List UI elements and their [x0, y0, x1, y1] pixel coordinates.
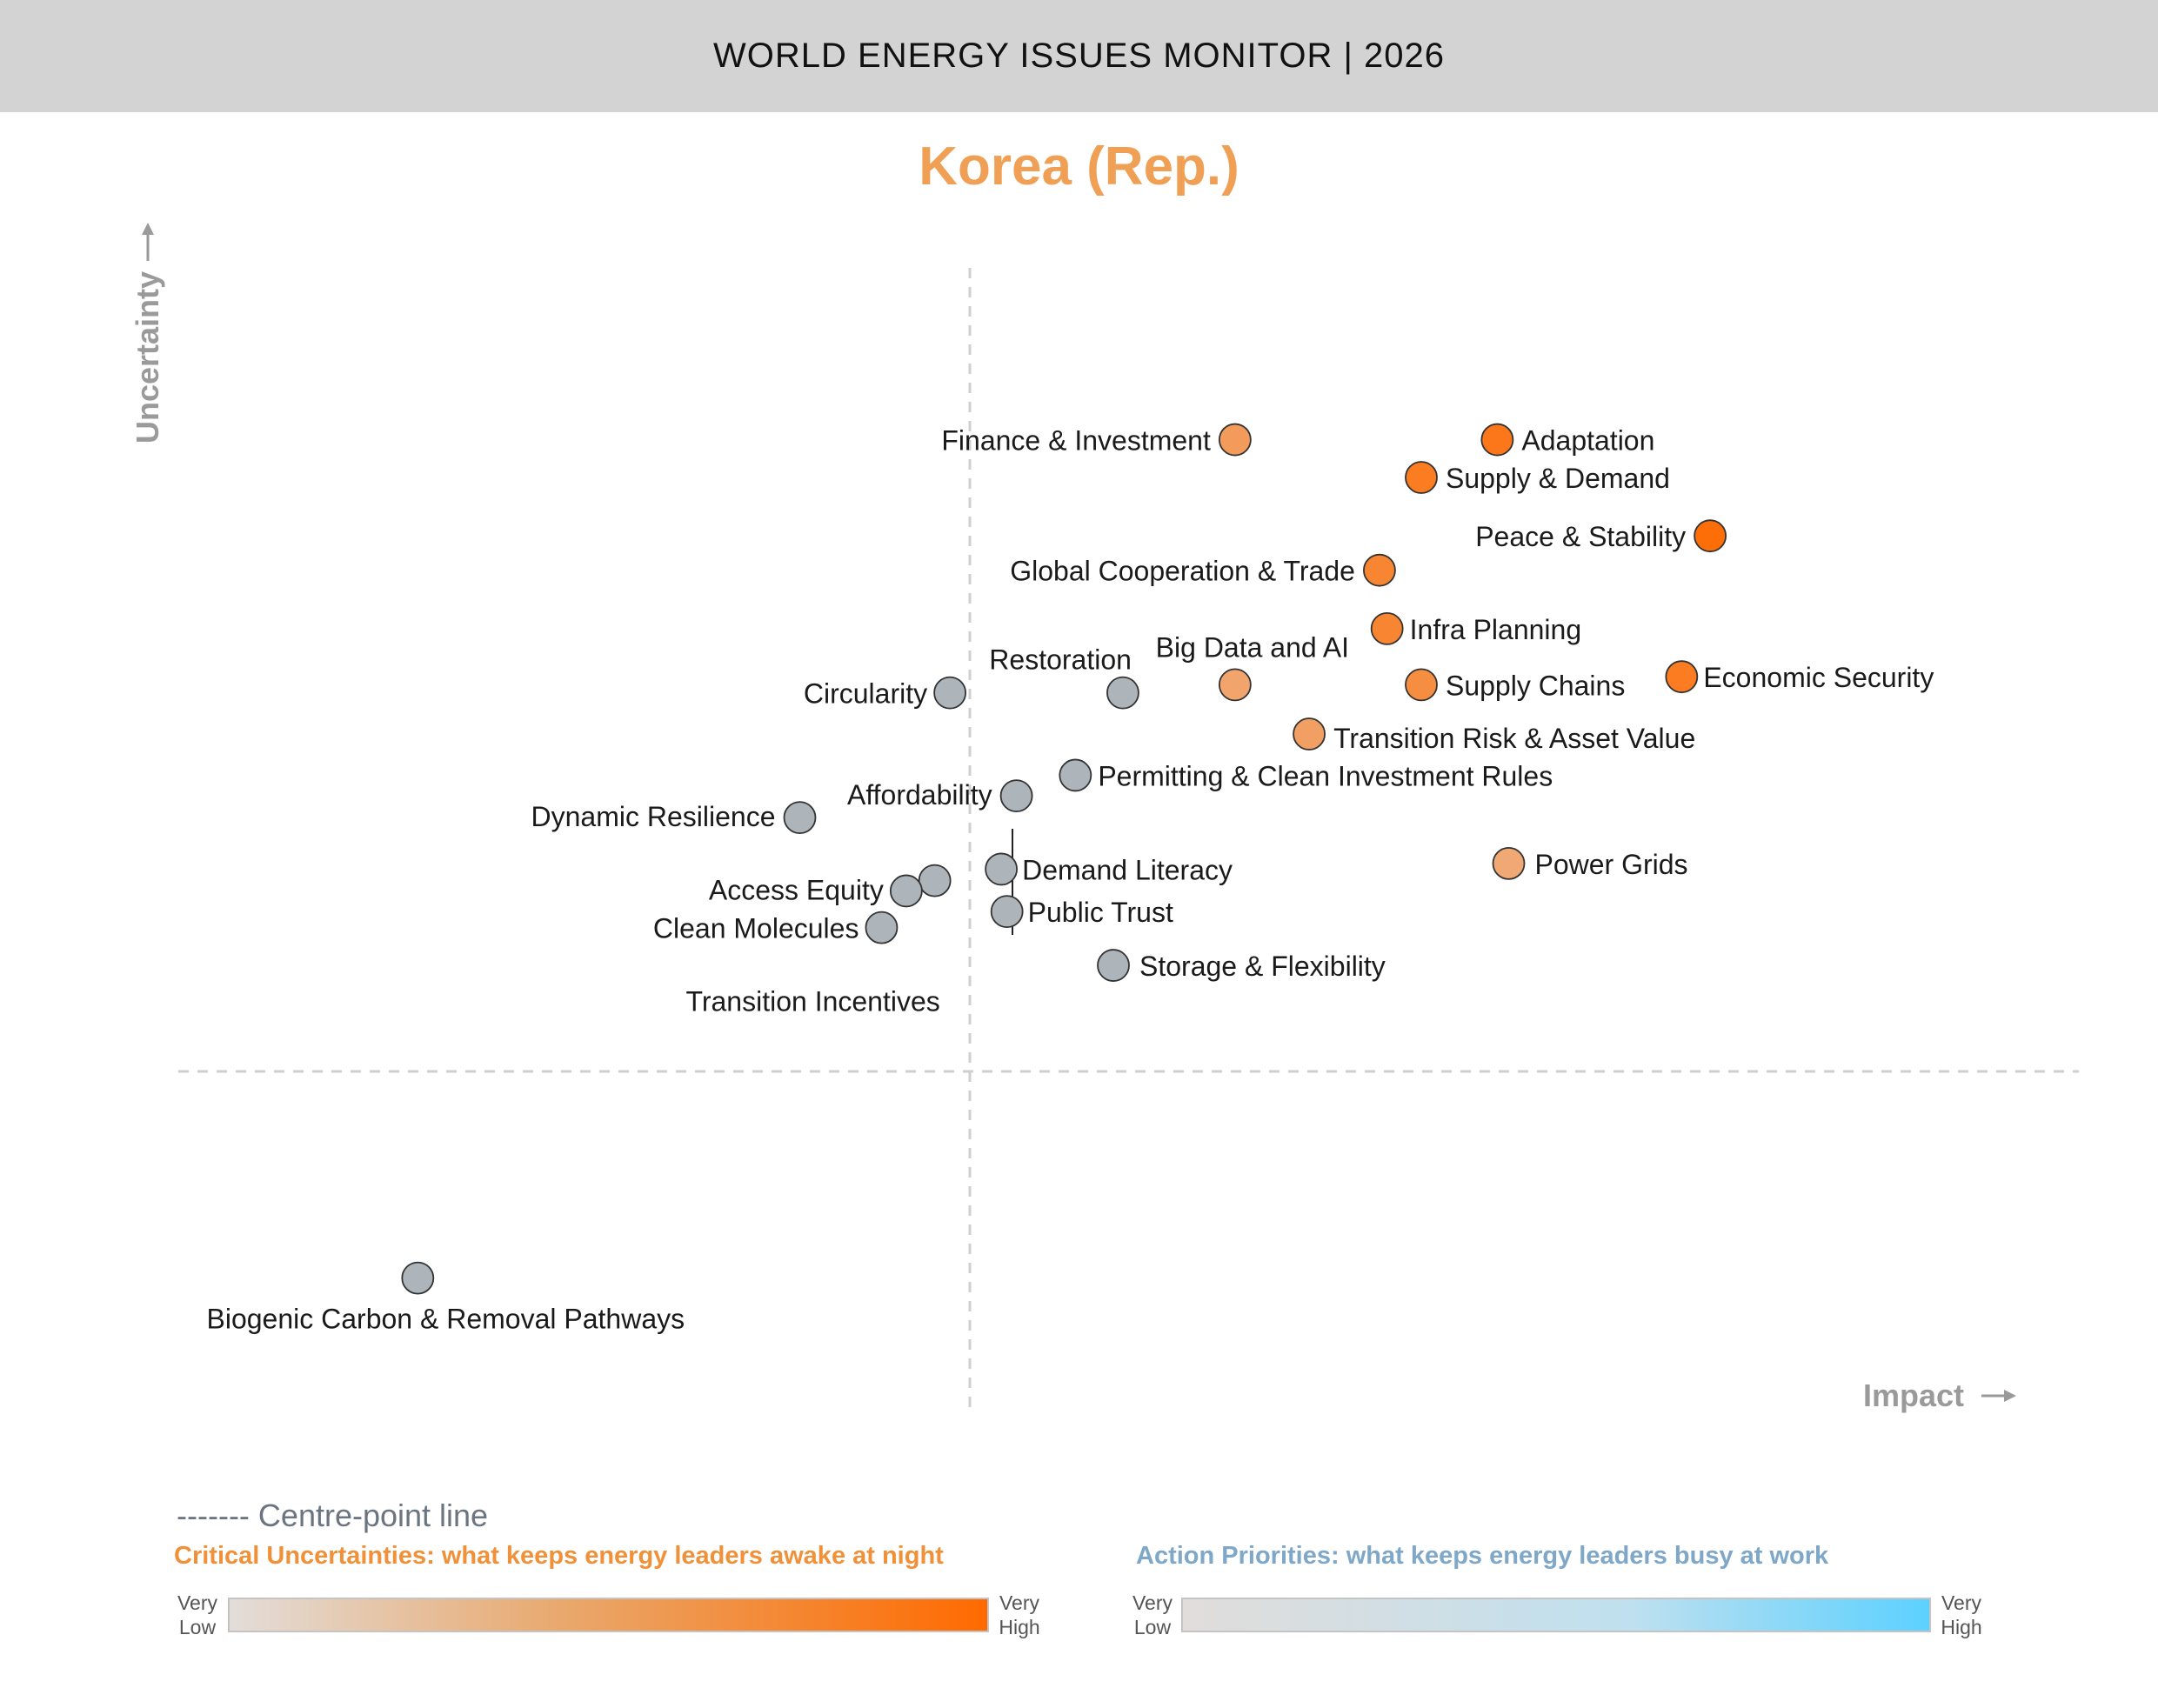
- point-label: Transition Risk & Asset Value: [1333, 723, 1695, 754]
- point-marker[interactable]: [1097, 949, 1130, 982]
- y-axis-label-text: Uncertainty: [130, 271, 165, 444]
- country-title: Korea (Rep.): [919, 137, 1239, 197]
- point-marker[interactable]: [1218, 423, 1252, 457]
- centre-line-legend: ------- Centre-point line: [177, 1498, 489, 1533]
- point-marker[interactable]: [933, 676, 967, 710]
- cu-very-high-label: Very High: [999, 1591, 1040, 1638]
- point-marker[interactable]: [1370, 611, 1404, 645]
- point-label: Infra Planning: [1410, 614, 1581, 645]
- point-marker[interactable]: [990, 895, 1024, 929]
- point-label: Economic Security: [1703, 662, 1934, 693]
- point-label: Affordability: [847, 779, 992, 811]
- point-marker[interactable]: [1218, 668, 1252, 702]
- point-marker[interactable]: [889, 874, 923, 908]
- point-marker[interactable]: [1665, 660, 1699, 694]
- y-axis-label: Uncertainty: [130, 271, 165, 444]
- point-marker[interactable]: [1405, 668, 1438, 702]
- point-marker[interactable]: [865, 911, 899, 944]
- header-bar: WORLD ENERGY ISSUES MONITOR | 2026: [0, 0, 2158, 112]
- point-label: Storage & Flexibility: [1139, 951, 1386, 982]
- point-label: Clean Molecules: [653, 913, 859, 944]
- point-label: Power Grids: [1535, 849, 1688, 880]
- x-axis-label: Impact: [1863, 1378, 1964, 1413]
- page-title: WORLD ENERGY ISSUES MONITOR | 2026: [713, 37, 1445, 75]
- point-marker[interactable]: [1106, 676, 1139, 710]
- point-marker[interactable]: [1492, 846, 1526, 880]
- issues-scatter-chart: Uncertainty Impact Finance & Investment A…: [130, 223, 2079, 1413]
- point-label: Transition Incentives: [685, 986, 939, 1017]
- point-marker[interactable]: [999, 779, 1033, 813]
- point-label: Big Data and AI: [1156, 631, 1349, 663]
- point-marker[interactable]: [1363, 553, 1396, 587]
- critical-uncertainty-scale: [228, 1598, 989, 1632]
- point-marker[interactable]: [1694, 519, 1727, 553]
- action-priority-scale: [1181, 1598, 1931, 1632]
- point-label: Demand Literacy: [1022, 854, 1233, 885]
- ap-very-low-label: Very Low: [1132, 1591, 1173, 1638]
- cu-very-low-label: Very Low: [177, 1591, 218, 1638]
- point-label: Permitting & Clean Investment Rules: [1098, 760, 1553, 791]
- point-marker[interactable]: [401, 1261, 435, 1295]
- action-priorities-title: Action Priorities: what keeps energy lea…: [1136, 1542, 1829, 1570]
- point-marker[interactable]: [1059, 758, 1092, 792]
- x-axis-arrow: [1981, 1390, 2016, 1402]
- point-label: Dynamic Resilience: [531, 801, 776, 832]
- point-label: Biogenic Carbon & Removal Pathways: [207, 1304, 685, 1335]
- point-marker[interactable]: [1293, 717, 1326, 751]
- point-label: Public Trust: [1028, 897, 1173, 928]
- point-marker[interactable]: [1480, 423, 1514, 457]
- point-marker[interactable]: [918, 864, 952, 897]
- ap-very-high-label: Very High: [1941, 1591, 1982, 1638]
- y-axis-arrow: [142, 223, 154, 261]
- point-label: Peace & Stability: [1475, 521, 1686, 552]
- point-marker[interactable]: [985, 852, 1019, 886]
- point-marker[interactable]: [783, 801, 817, 835]
- point-label: Global Cooperation & Trade: [1010, 556, 1355, 587]
- point-label: Finance & Investment: [941, 425, 1211, 457]
- point-label: Restoration: [989, 644, 1132, 676]
- point-label: Adaptation: [1521, 425, 1654, 457]
- critical-uncertainties-title: Critical Uncertainties: what keeps energ…: [174, 1542, 944, 1570]
- point-label: Circularity: [804, 678, 927, 710]
- point-label: Supply Chains: [1446, 670, 1625, 701]
- point-marker[interactable]: [1405, 461, 1438, 494]
- point-label: Supply & Demand: [1446, 463, 1670, 494]
- point-label: Access Equity: [709, 874, 884, 905]
